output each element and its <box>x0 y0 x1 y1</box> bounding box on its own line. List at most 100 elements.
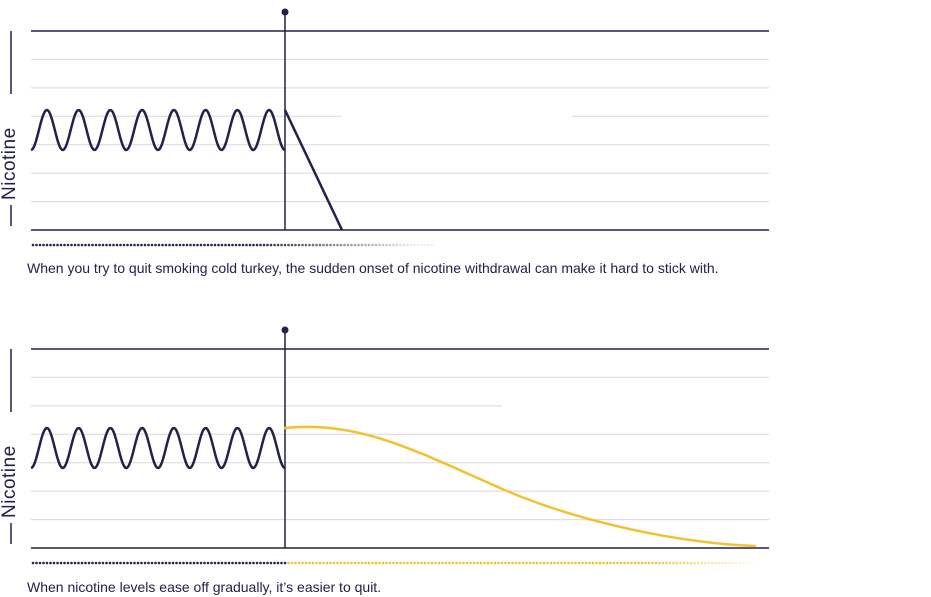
timeline-dot <box>42 561 45 565</box>
timeline-dot <box>591 561 595 565</box>
timeline-dot <box>140 561 143 565</box>
timeline-dot <box>91 561 94 565</box>
timeline-dot <box>444 561 448 565</box>
timeline-dot <box>276 243 280 247</box>
timeline-dot <box>413 561 416 565</box>
timeline-dot <box>416 561 420 565</box>
timeline-dot <box>266 561 269 565</box>
timeline-dot <box>42 243 45 247</box>
timeline-dot <box>371 561 374 565</box>
timeline-dot <box>206 243 210 247</box>
timeline-dot <box>112 561 115 565</box>
timeline-dot <box>605 561 609 565</box>
timeline-dot <box>94 561 98 565</box>
timeline-dot <box>266 243 269 247</box>
timeline-dot <box>66 561 70 565</box>
timeline-dot <box>423 243 427 247</box>
timeline-dot <box>325 561 329 565</box>
timeline-dot <box>301 243 304 247</box>
quit-marker-dot <box>281 326 289 334</box>
timeline-dot <box>262 561 266 565</box>
timeline-dot <box>364 561 367 565</box>
timeline-dot <box>430 243 434 247</box>
timeline-dot <box>546 561 549 565</box>
timeline-dot <box>752 561 756 565</box>
timeline-dot <box>602 561 605 565</box>
timeline-dot <box>133 243 136 247</box>
timeline-dot <box>140 243 143 247</box>
timeline-dot <box>479 561 483 565</box>
timeline-dot <box>143 243 147 247</box>
timeline-dot <box>248 561 252 565</box>
timeline-dot <box>399 561 402 565</box>
timeline-dot <box>91 243 94 247</box>
gradual-graph <box>10 326 769 565</box>
timeline-dot <box>38 561 42 565</box>
timeline-dot <box>101 561 105 565</box>
timeline-dot <box>294 243 297 247</box>
timeline-dot <box>374 561 378 565</box>
timeline-dot <box>486 561 490 565</box>
timeline-dot <box>199 243 203 247</box>
timeline-dot <box>381 243 385 247</box>
timeline-dot <box>259 561 262 565</box>
timeline-dot <box>283 243 287 247</box>
timeline-dot <box>465 561 469 565</box>
timeline-dot <box>280 243 283 247</box>
timeline-dot <box>238 243 241 247</box>
timeline-dot <box>724 561 728 565</box>
timeline-dot <box>185 243 189 247</box>
timeline-dot <box>322 243 325 247</box>
timeline-dot <box>623 561 626 565</box>
timeline-dot <box>38 243 42 247</box>
timeline-dot <box>255 243 259 247</box>
timeline-dot <box>742 561 745 565</box>
timeline-dot <box>311 243 315 247</box>
timeline-dot <box>588 561 591 565</box>
timeline-dot <box>63 561 66 565</box>
timeline-dot <box>385 561 388 565</box>
timeline-dot <box>70 243 73 247</box>
timeline-dot <box>367 561 371 565</box>
timeline-dot <box>409 243 413 247</box>
timeline-dot <box>308 243 311 247</box>
timeline-dot <box>525 561 528 565</box>
timeline-dot <box>185 561 189 565</box>
timeline-dot <box>371 243 374 247</box>
timeline-dot <box>105 561 108 565</box>
timeline-dot <box>339 243 343 247</box>
timeline-dot <box>126 243 129 247</box>
timeline-dot <box>73 561 77 565</box>
timeline-dot <box>658 561 661 565</box>
timeline-dot <box>381 561 385 565</box>
timeline-dot <box>31 243 35 247</box>
timeline-dot <box>59 243 63 247</box>
timeline-dot <box>210 243 213 247</box>
timeline-dot <box>164 561 168 565</box>
timeline-dot <box>59 561 63 565</box>
timeline-dot <box>346 243 350 247</box>
timeline-dot <box>70 561 73 565</box>
timeline-dot <box>455 561 458 565</box>
timeline-dot <box>392 243 395 247</box>
timeline-dot <box>119 561 122 565</box>
timeline-dot <box>507 561 511 565</box>
gradual-caption: When nicotine levels ease off gradually,… <box>27 579 382 595</box>
timeline-dot <box>238 561 241 565</box>
timeline-dot <box>329 561 332 565</box>
timeline-dot <box>318 561 322 565</box>
timeline-dot <box>483 561 486 565</box>
timeline-dot <box>675 561 679 565</box>
timeline-dot <box>255 561 259 565</box>
timeline-dot <box>703 561 707 565</box>
y-axis-label-text: Nicotine <box>0 127 20 200</box>
timeline-dot <box>245 561 248 565</box>
timeline-dot <box>350 243 353 247</box>
timeline-dot <box>129 561 133 565</box>
timeline-dot <box>679 561 682 565</box>
timeline-dot <box>108 243 112 247</box>
timeline-dot <box>367 243 371 247</box>
timeline-dot <box>147 561 150 565</box>
timeline-dot <box>77 561 80 565</box>
timeline-dot <box>273 561 276 565</box>
